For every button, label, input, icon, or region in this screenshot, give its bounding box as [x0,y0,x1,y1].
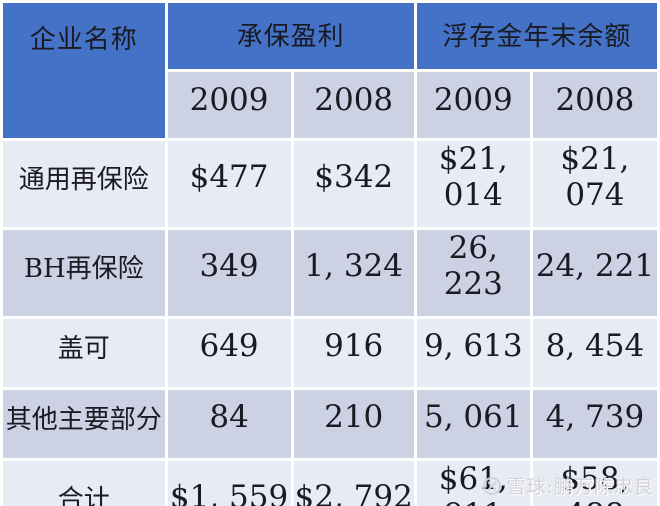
cell-value: $1, 559 [167,461,291,506]
cell-value: $477 [167,141,291,227]
year-header-underwriting-2008: 2008 [293,72,414,138]
year-header-underwriting-2009: 2009 [167,72,291,138]
cell-value: $58, 488 [532,461,657,506]
cell-value: 8, 454 [532,319,657,387]
cell-value: $21, 014 [416,141,530,227]
cell-value: 9, 613 [416,319,530,387]
group-header-float-yearend-balance: 浮存金年末余额 [416,3,657,69]
row-label: BH再保险 [3,230,165,316]
cell-value: $342 [293,141,414,227]
cell-value: $61, 911 [416,461,530,506]
corner-header-company-name: 企业名称 [3,3,165,138]
row-label: 通用再保险 [3,141,165,227]
year-header-float-2009: 2009 [416,72,530,138]
table-row-total: 合计 $1, 559 $2, 792 $61, 911 $58, 488 [3,461,657,506]
cell-value: 916 [293,319,414,387]
table-row-other-primary: 其他主要部分 84 210 5, 061 4, 739 [3,390,657,458]
year-header-float-2008: 2008 [532,72,657,138]
cell-value: 4, 739 [532,390,657,458]
cell-value: 26, 223 [416,230,530,316]
cell-value: 24, 221 [532,230,657,316]
xueqiu-logo-icon [482,476,502,496]
cell-value: 84 [167,390,291,458]
row-label: 盖可 [3,319,165,387]
cell-value: 210 [293,390,414,458]
row-label: 合计 [3,461,165,506]
cell-value: 5, 061 [416,390,530,458]
row-label: 其他主要部分 [3,390,165,458]
group-header-row: 企业名称 承保盈利 浮存金年末余额 [3,3,657,138]
table-row-general-re: 通用再保险 $477 $342 $21, 014 $21, 074 [3,141,657,227]
group-header-underwriting-profit: 承保盈利 [167,3,414,69]
year-header-row: 2009 2008 2009 2008 [3,72,657,138]
cell-value: $21, 074 [532,141,657,227]
cell-value: 349 [167,230,291,316]
cell-value: $2, 792 [293,461,414,506]
table-row-bh-reinsurance: BH再保险 349 1, 324 26, 223 24, 221 [3,230,657,316]
table-row-geico: 盖可 649 916 9, 613 8, 454 [3,319,657,387]
xueqiu-watermark: 雪球:鹏万陈忠良 [482,472,654,499]
watermark-text: 雪球:鹏万陈忠良 [506,476,654,498]
cell-value: 1, 324 [293,230,414,316]
cell-value: 649 [167,319,291,387]
